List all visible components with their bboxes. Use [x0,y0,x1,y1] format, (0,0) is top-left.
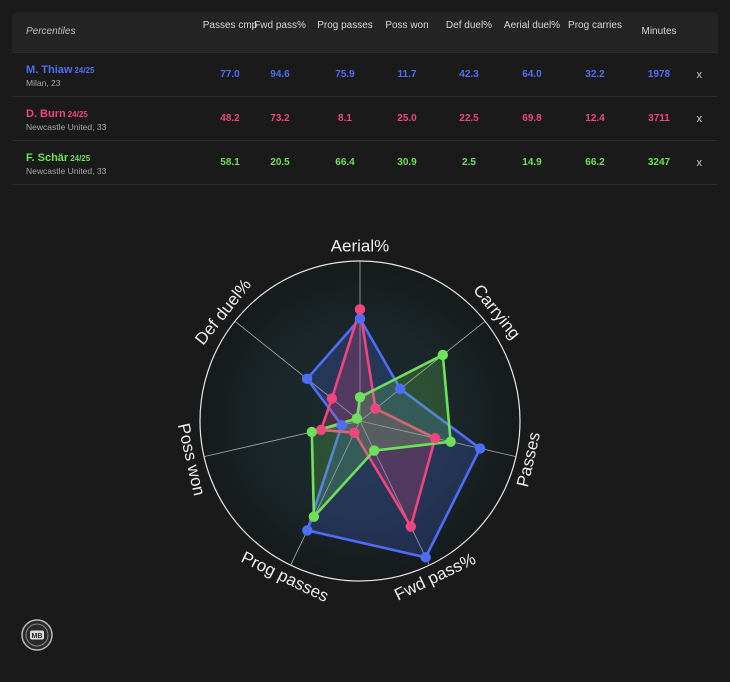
radar-spoke [203,420,361,457]
remove-player-button[interactable]: x [696,69,703,81]
table-cell: 8.1 [338,113,352,124]
data-point [315,424,327,436]
column-header-8[interactable]: Minutes [641,26,677,37]
data-point [405,521,417,532]
table-cell: 58.1 [220,157,240,168]
data-point [326,393,338,404]
table-row: M. Thiaw 24/25 Milan, 23 77.0 94.6 75.9 11.7 42… [12,53,718,97]
column-header-4[interactable]: Poss won [385,20,429,31]
player-season: 24/25 [70,154,91,163]
table-cell: 66.2 [585,157,605,168]
player-name: D. Burn 24/25 [26,108,88,120]
table-cell: 14.9 [522,157,542,168]
player-name: F. Schär 24/25 [26,152,90,164]
column-header-5[interactable]: Def duel% [445,20,493,31]
data-point [306,426,317,438]
table-cell: 20.5 [270,157,290,168]
radar-spoke [234,320,361,422]
table-cell: 25.0 [397,113,417,124]
radar-spoke [359,320,486,422]
header-percentiles: Percentiles [26,26,76,37]
player-team: Newcastle United, 33 [26,122,107,132]
data-point [395,383,406,395]
player-season: 24/25 [74,66,95,75]
table-cell: 11.7 [397,69,417,80]
data-point [354,304,366,315]
logo-text: MB [32,633,43,640]
player-team: Milan, 23 [26,78,61,88]
radar-spoke [290,420,361,566]
player-season: 24/25 [67,110,88,119]
series-area-3 [310,353,452,519]
data-point [369,445,380,456]
table-row: D. Burn 24/25 Newcastle United, 33 48.2 73.2… [12,97,718,141]
axis-label: Aerial% [331,236,390,255]
table-cell: 42.3 [459,69,479,80]
table-cell: 77.0 [220,69,240,80]
data-point [429,432,441,444]
series-area-2 [319,308,437,528]
column-header-6[interactable]: Aerial duel% [503,20,561,31]
data-point [354,313,366,324]
player-name-text: D. Burn [26,108,66,120]
table-cell: 22.5 [459,113,479,124]
table-cell: 12.4 [585,113,605,124]
table-cell: 1978 [647,69,671,80]
table-cell: 3247 [647,157,671,168]
table-cell: 94.6 [270,69,290,80]
column-header-3[interactable]: Prog passes [317,20,373,31]
data-point [437,349,449,361]
data-point [370,403,381,414]
radar-spoke [359,420,430,566]
column-header-7[interactable]: Prog carries [568,20,622,31]
table-body: M. Thiaw 24/25 Milan, 23 77.0 94.6 75.9 11.7 42… [12,53,718,185]
table-cell: 48.2 [220,113,240,124]
data-point [336,419,347,431]
data-point [351,413,363,424]
remove-player-button[interactable]: x [696,113,703,125]
mb-logo-icon: MB [21,619,53,651]
table-cell: 69.8 [522,113,542,124]
series-area-1 [305,317,482,559]
player-name: M. Thiaw 24/25 [26,64,94,76]
column-header-1[interactable]: Passes cmp [202,20,258,31]
table-cell: 75.9 [335,69,355,80]
column-header-2[interactable]: Fwd pass% [254,20,306,31]
data-point [445,436,456,447]
percentiles-table: Percentiles Passes cmp Fwd pass% Prog pass… [12,12,718,185]
table-cell: 66.4 [335,157,355,168]
data-point [420,552,431,563]
data-point [354,391,366,403]
remove-player-button[interactable]: x [696,157,703,169]
player-name-text: M. Thiaw [26,64,73,76]
table-cell: 73.2 [270,113,290,124]
data-point [349,427,360,438]
player-name-text: F. Schär [26,152,69,164]
player-team: Newcastle United, 33 [26,166,107,176]
data-point [301,373,313,385]
data-point [308,511,320,522]
table-cell: 2.5 [462,157,476,168]
table-row: F. Schär 24/25 Newcastle United, 33 58.1 20.… [12,141,718,185]
table-cell: 3711 [648,113,670,124]
data-point [474,443,486,454]
table-cell: 32.2 [585,69,605,80]
table-header: Percentiles Passes cmp Fwd pass% Prog pass… [12,12,718,53]
table-cell: 64.0 [522,69,542,80]
data-point [302,525,313,536]
table-cell: 30.9 [397,157,417,168]
